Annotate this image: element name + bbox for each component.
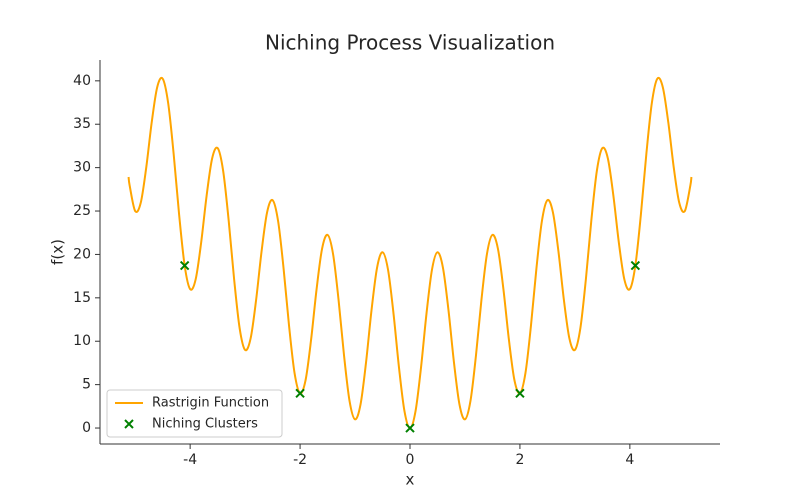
x-axis-label: x	[406, 471, 415, 489]
y-tick-label: 15	[73, 290, 91, 306]
legend-label: Niching Clusters	[152, 417, 258, 432]
legend-label: Rastrigin Function	[152, 396, 269, 411]
x-tick-label: 0	[406, 452, 415, 468]
y-axis-label: f(x)	[49, 239, 67, 265]
y-tick-label: 30	[73, 160, 91, 176]
chart-title: Niching Process Visualization	[265, 31, 555, 55]
legend: Rastrigin Function Niching Clusters	[106, 389, 283, 438]
x-tick-label: 2	[515, 452, 524, 468]
y-tick-label: 35	[73, 116, 91, 132]
legend-box	[106, 389, 283, 438]
x-tick-label: -2	[293, 452, 307, 468]
y-tick-label: 20	[73, 246, 91, 262]
legend-marker	[124, 419, 134, 429]
x-tick-label: -4	[183, 452, 197, 468]
y-tick-label: 5	[82, 377, 91, 393]
cluster-marker	[179, 260, 190, 271]
y-tick-label: 0	[82, 420, 91, 436]
cluster-marker	[405, 423, 415, 433]
y-tick-label: 40	[73, 73, 91, 89]
y-tick-label: 10	[73, 333, 91, 349]
x-tick-label: 4	[625, 452, 634, 468]
y-tick-label: 25	[73, 203, 91, 219]
cluster-marker	[630, 260, 641, 271]
cluster-marker	[295, 388, 305, 399]
cluster-marker	[515, 388, 525, 399]
